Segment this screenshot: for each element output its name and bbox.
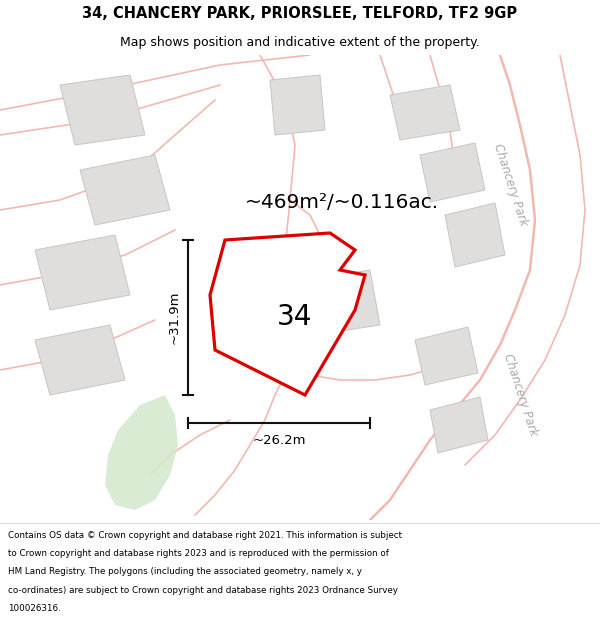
- Text: ~469m²/~0.116ac.: ~469m²/~0.116ac.: [245, 194, 439, 213]
- Text: 34, CHANCERY PARK, PRIORSLEE, TELFORD, TF2 9GP: 34, CHANCERY PARK, PRIORSLEE, TELFORD, T…: [82, 6, 518, 21]
- Text: Chancery Park: Chancery Park: [491, 142, 529, 228]
- Text: co-ordinates) are subject to Crown copyright and database rights 2023 Ordnance S: co-ordinates) are subject to Crown copyr…: [8, 586, 398, 594]
- Polygon shape: [105, 395, 178, 510]
- Polygon shape: [60, 75, 145, 145]
- Polygon shape: [35, 325, 125, 395]
- Polygon shape: [35, 235, 130, 310]
- Text: ~31.9m: ~31.9m: [167, 291, 181, 344]
- Polygon shape: [445, 203, 505, 267]
- Text: HM Land Registry. The polygons (including the associated geometry, namely x, y: HM Land Registry. The polygons (includin…: [8, 568, 362, 576]
- Polygon shape: [390, 85, 460, 140]
- Polygon shape: [415, 327, 478, 385]
- Text: Chancery Park: Chancery Park: [500, 352, 539, 438]
- Polygon shape: [80, 155, 170, 225]
- Polygon shape: [210, 233, 365, 395]
- Text: Contains OS data © Crown copyright and database right 2021. This information is : Contains OS data © Crown copyright and d…: [8, 531, 402, 539]
- Polygon shape: [420, 143, 485, 202]
- Text: Map shows position and indicative extent of the property.: Map shows position and indicative extent…: [120, 36, 480, 49]
- Polygon shape: [430, 397, 488, 453]
- Text: 100026316.: 100026316.: [8, 604, 61, 613]
- Text: 34: 34: [277, 303, 313, 331]
- Polygon shape: [305, 270, 380, 335]
- Polygon shape: [270, 75, 325, 135]
- Text: ~26.2m: ~26.2m: [252, 434, 306, 447]
- Text: to Crown copyright and database rights 2023 and is reproduced with the permissio: to Crown copyright and database rights 2…: [8, 549, 389, 558]
